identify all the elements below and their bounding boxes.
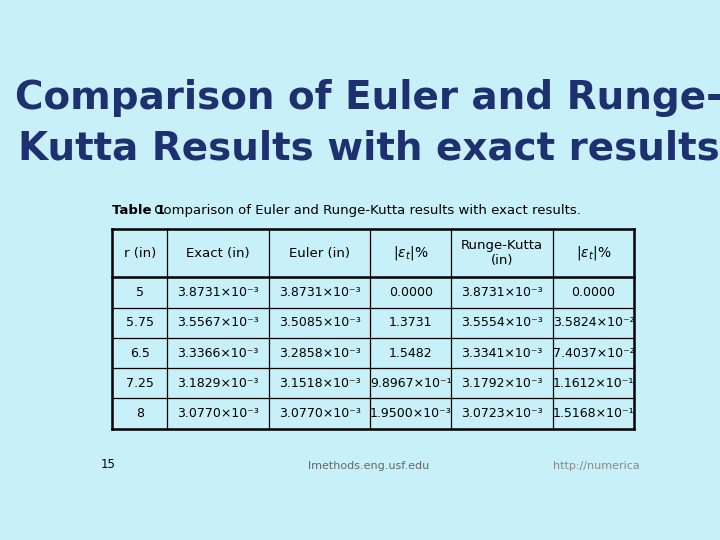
Text: 3.1518×10⁻³: 3.1518×10⁻³	[279, 377, 361, 390]
Text: Runge-Kutta
(in): Runge-Kutta (in)	[461, 239, 543, 267]
Text: 5.75: 5.75	[126, 316, 154, 329]
Text: 1.3731: 1.3731	[389, 316, 433, 329]
Text: 3.2858×10⁻³: 3.2858×10⁻³	[279, 347, 361, 360]
Text: $|\epsilon_t|$%: $|\epsilon_t|$%	[393, 244, 428, 262]
Text: 1.1612×10⁻¹: 1.1612×10⁻¹	[553, 377, 634, 390]
Text: 7.4037×10⁻²: 7.4037×10⁻²	[552, 347, 634, 360]
Text: 3.5554×10⁻³: 3.5554×10⁻³	[462, 316, 543, 329]
Text: 9.8967×10⁻¹: 9.8967×10⁻¹	[370, 377, 451, 390]
Text: 3.8731×10⁻³: 3.8731×10⁻³	[177, 286, 259, 299]
Text: 3.5824×10⁻²: 3.5824×10⁻²	[553, 316, 634, 329]
Text: 3.0770×10⁻³: 3.0770×10⁻³	[279, 407, 361, 420]
Text: Comparison of Euler and Runge-: Comparison of Euler and Runge-	[15, 79, 720, 117]
Text: 0.0000: 0.0000	[389, 286, 433, 299]
Text: 7.25: 7.25	[126, 377, 154, 390]
Text: Exact (in): Exact (in)	[186, 247, 250, 260]
Text: 1.9500×10⁻³: 1.9500×10⁻³	[370, 407, 451, 420]
Text: 15: 15	[101, 458, 116, 471]
Text: 3.5085×10⁻³: 3.5085×10⁻³	[279, 316, 361, 329]
Text: 3.1829×10⁻³: 3.1829×10⁻³	[177, 377, 259, 390]
Text: 3.8731×10⁻³: 3.8731×10⁻³	[462, 286, 543, 299]
Text: 3.5567×10⁻³: 3.5567×10⁻³	[177, 316, 259, 329]
Text: 3.3341×10⁻³: 3.3341×10⁻³	[462, 347, 543, 360]
Text: 3.0723×10⁻³: 3.0723×10⁻³	[462, 407, 543, 420]
Text: Comparison of Euler and Runge-Kutta results with exact results.: Comparison of Euler and Runge-Kutta resu…	[150, 204, 581, 217]
Text: $|\epsilon_t|$%: $|\epsilon_t|$%	[576, 244, 611, 262]
Text: 6.5: 6.5	[130, 347, 150, 360]
Text: 0.0000: 0.0000	[572, 286, 616, 299]
Text: lmethods.eng.usf.edu: lmethods.eng.usf.edu	[308, 462, 430, 471]
Text: 3.0770×10⁻³: 3.0770×10⁻³	[177, 407, 259, 420]
Text: 1.5482: 1.5482	[389, 347, 433, 360]
Text: 8: 8	[136, 407, 144, 420]
Text: 3.1792×10⁻³: 3.1792×10⁻³	[462, 377, 543, 390]
Text: Table 1: Table 1	[112, 204, 166, 217]
Text: 1.5168×10⁻¹: 1.5168×10⁻¹	[553, 407, 634, 420]
Text: Kutta Results with exact results: Kutta Results with exact results	[18, 129, 720, 167]
Text: 3.8731×10⁻³: 3.8731×10⁻³	[279, 286, 361, 299]
Text: 3.3366×10⁻³: 3.3366×10⁻³	[177, 347, 258, 360]
Text: 5: 5	[136, 286, 144, 299]
Text: http://numerica: http://numerica	[553, 462, 639, 471]
Text: r (in): r (in)	[124, 247, 156, 260]
Text: Euler (in): Euler (in)	[289, 247, 350, 260]
